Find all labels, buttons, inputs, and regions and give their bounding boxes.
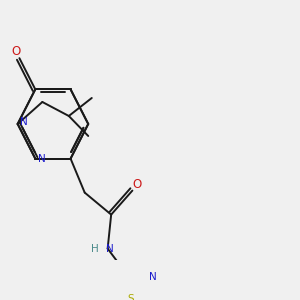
Text: S: S — [128, 294, 134, 300]
Text: O: O — [11, 45, 20, 58]
Text: O: O — [133, 178, 142, 191]
Text: N: N — [106, 244, 113, 254]
Text: H: H — [92, 244, 99, 254]
Text: N: N — [38, 154, 46, 164]
Text: N: N — [20, 117, 28, 127]
Text: N: N — [149, 272, 157, 282]
